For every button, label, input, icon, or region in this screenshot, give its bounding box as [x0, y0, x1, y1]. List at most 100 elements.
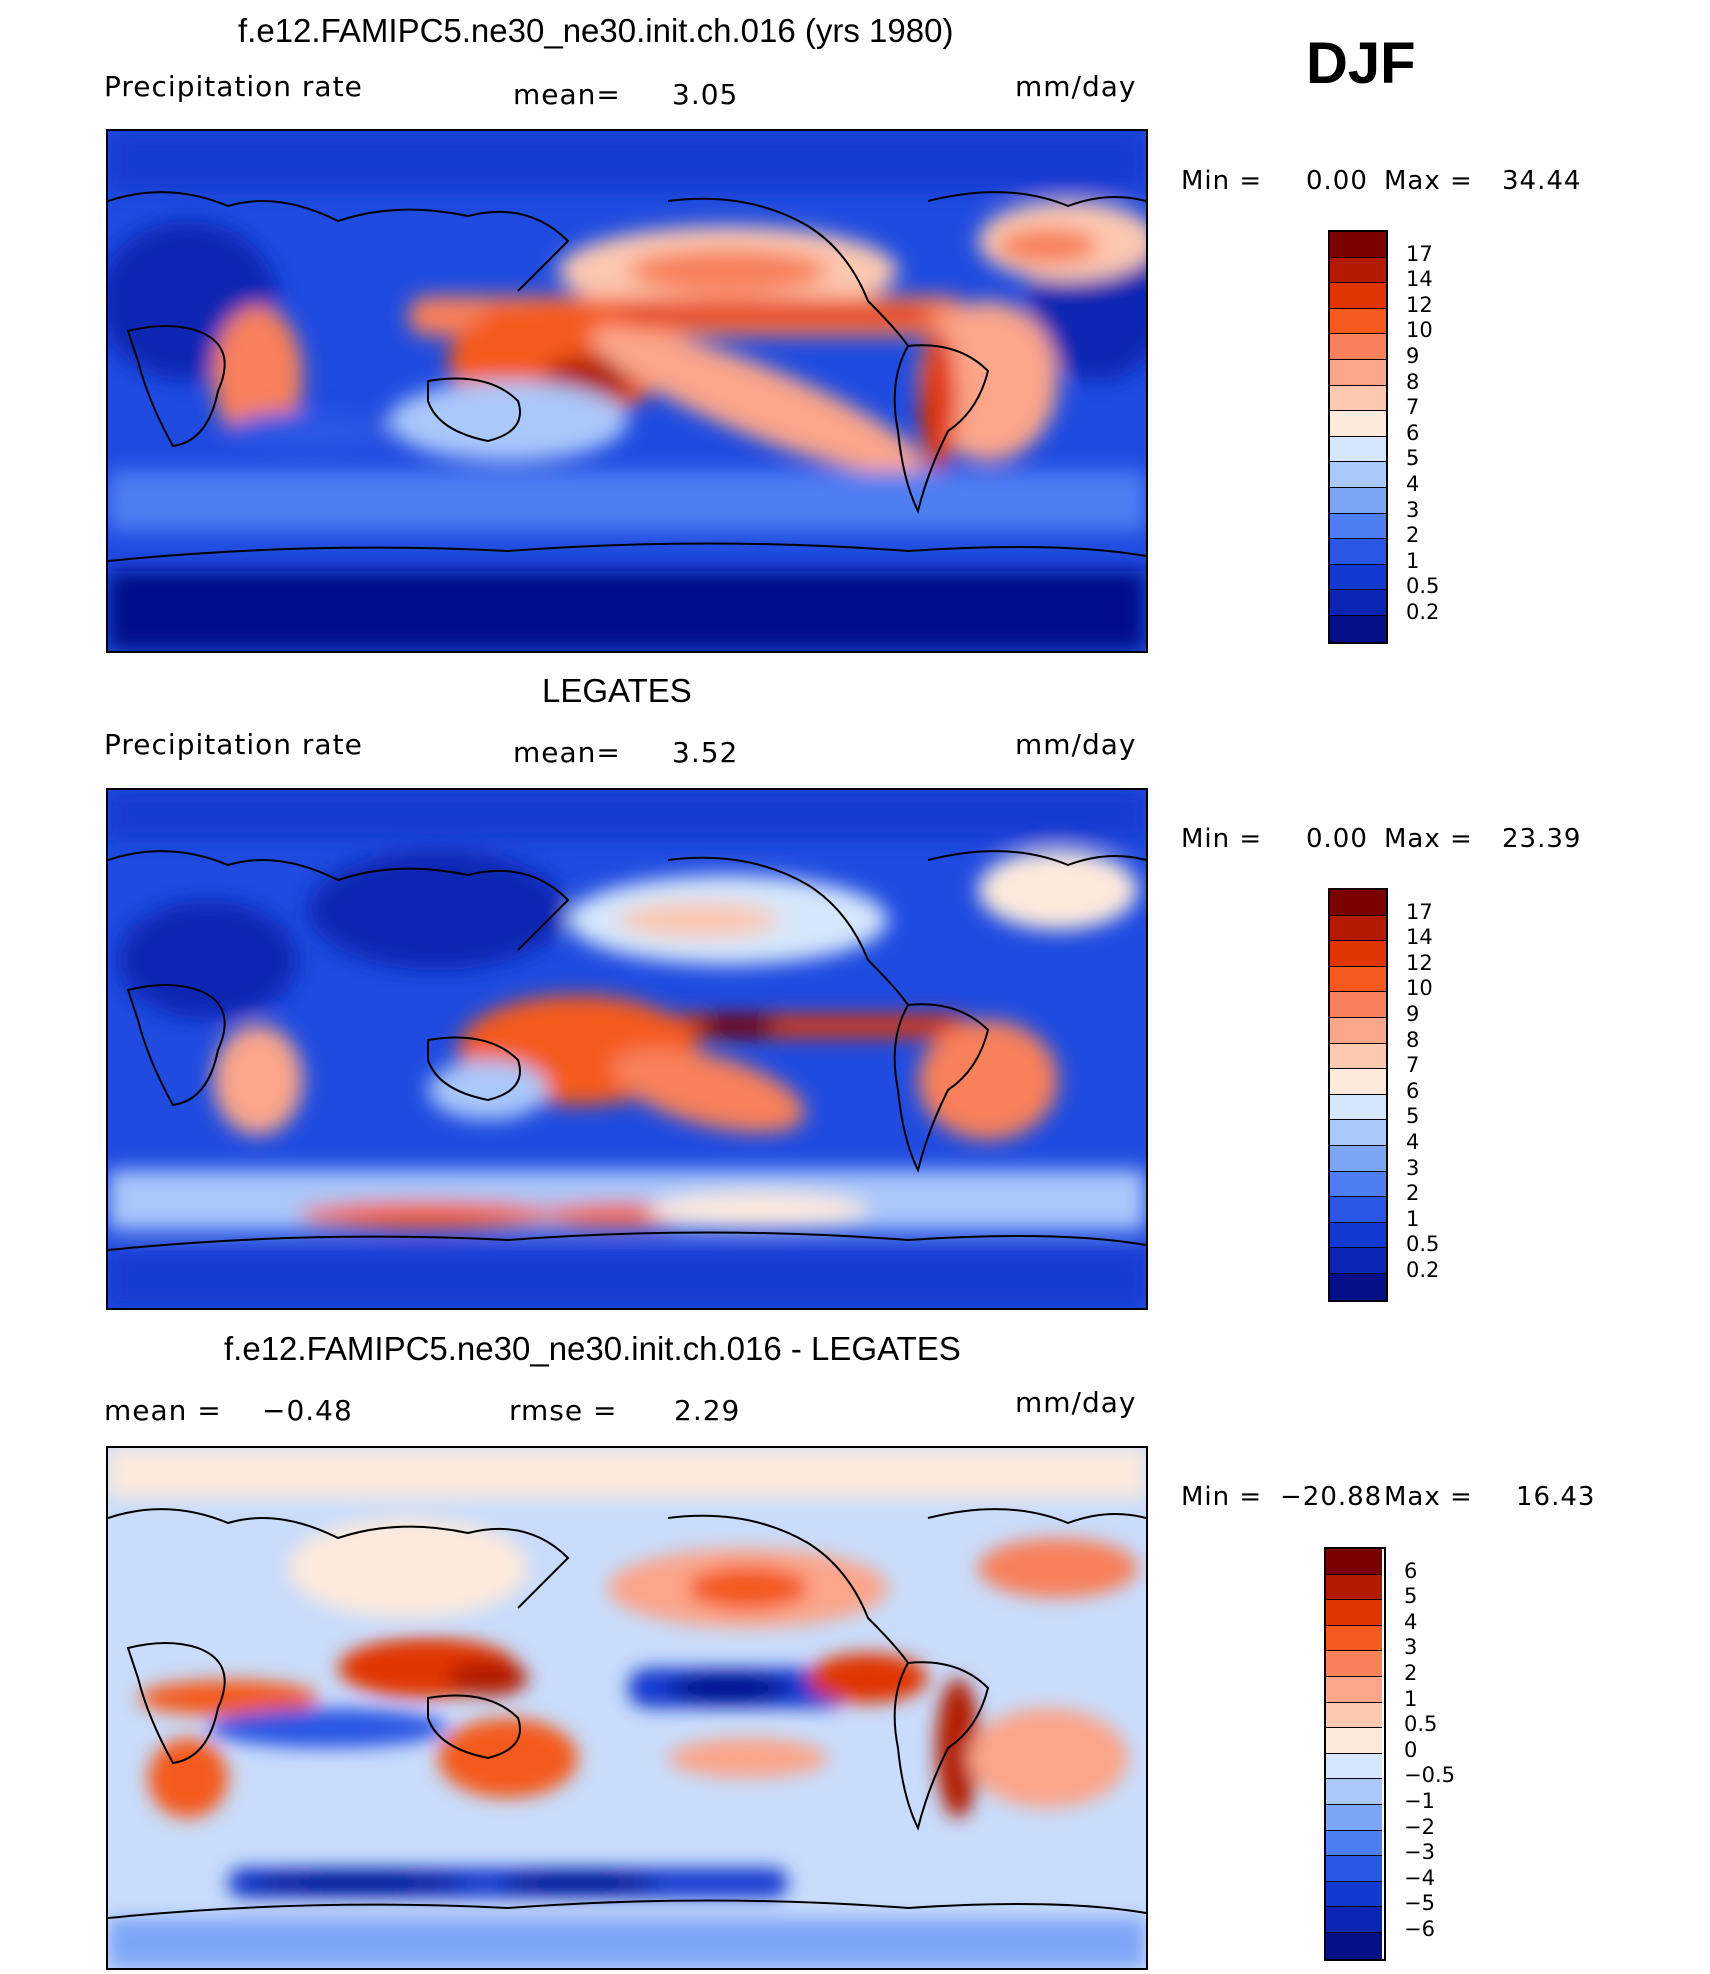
panel3-rmse-value: 2.29: [674, 1394, 741, 1427]
colorbar-level-label: −6: [1404, 1917, 1435, 1941]
panel1-mean-label: mean=: [513, 78, 621, 111]
colorbar-level-label: 14: [1406, 267, 1433, 292]
colorbar-swatch: [1330, 283, 1386, 309]
colorbar-level-label: 0.2: [1406, 1258, 1440, 1282]
colorbar-swatch: [1330, 359, 1386, 386]
colorbar-level-label: 4: [1406, 472, 1420, 496]
colorbar-level-label: −3: [1404, 1840, 1435, 1865]
colorbar-level-label: 9: [1406, 1002, 1420, 1026]
colorbar-level-label: 1: [1406, 548, 1420, 573]
colorbar-level-label: 6: [1406, 420, 1420, 445]
colorbar-level-label: 17: [1406, 899, 1433, 924]
panel2-variable-label: Precipitation rate: [104, 728, 363, 761]
colorbar-swatch: [1326, 1779, 1382, 1805]
colorbar-swatch: [1330, 462, 1386, 488]
colorbar-swatch: [1330, 1017, 1386, 1044]
panel3-max-label: Max =: [1384, 1482, 1473, 1512]
panel3-colorbar: [1324, 1547, 1386, 1961]
colorbar-level-label: 2: [1404, 1661, 1418, 1685]
colorbar-swatch: [1326, 1574, 1382, 1601]
colorbar-swatch: [1326, 1651, 1382, 1677]
panel3-title: f.e12.FAMIPC5.ne30_ne30.init.ch.016 - LE…: [224, 1330, 961, 1367]
colorbar-level-label: 7: [1406, 395, 1420, 420]
panel1-mean-value: 3.05: [672, 78, 739, 111]
colorbar-level-label: −4: [1404, 1865, 1435, 1890]
colorbar-level-label: 17: [1406, 241, 1433, 266]
panel3-mean-label: mean =: [104, 1394, 222, 1427]
panel3-max-value: 16.43: [1516, 1482, 1596, 1512]
colorbar-level-label: 0.5: [1406, 574, 1440, 599]
colorbar-swatch: [1330, 308, 1386, 335]
panel3-mean-value: −0.48: [262, 1394, 353, 1427]
colorbar-level-label: 4: [1404, 1609, 1418, 1634]
colorbar-level-label: 0.2: [1406, 600, 1440, 624]
colorbar-level-label: 5: [1406, 1104, 1420, 1129]
panel2-title: LEGATES: [542, 672, 692, 709]
panel1-min-value: 0.00: [1306, 166, 1368, 196]
colorbar-swatch: [1330, 615, 1386, 642]
panel3-min-label: Min =: [1181, 1482, 1263, 1512]
colorbar-swatch: [1326, 1881, 1382, 1908]
panel1-field: [108, 131, 1146, 651]
panel3-min-value: −20.88: [1280, 1482, 1383, 1512]
panel1-min-label: Min =: [1181, 166, 1263, 196]
panel1-coastlines: [108, 191, 1146, 562]
colorbar-swatch: [1326, 1856, 1382, 1882]
panel1-max-value: 34.44: [1502, 166, 1582, 196]
colorbar-swatch: [1330, 992, 1386, 1018]
colorbar-level-label: 0: [1404, 1737, 1418, 1762]
panel1-max-label: Max =: [1384, 166, 1473, 196]
colorbar-swatch: [1330, 1145, 1386, 1172]
panel3-units: mm/day: [1015, 1386, 1137, 1419]
colorbar-swatch: [1326, 1625, 1382, 1652]
panel2-max-value: 23.39: [1502, 824, 1582, 854]
panel2-coastlines: [108, 850, 1146, 1251]
colorbar-swatch: [1326, 1728, 1382, 1754]
colorbar-swatch: [1330, 1273, 1386, 1300]
colorbar-level-label: −2: [1404, 1814, 1435, 1839]
colorbar-swatch: [1326, 1702, 1382, 1729]
colorbar-swatch: [1330, 890, 1386, 916]
colorbar-swatch: [1326, 1804, 1382, 1831]
colorbar-swatch: [1330, 385, 1386, 412]
colorbar-swatch: [1330, 257, 1386, 284]
colorbar-level-label: 2: [1406, 1181, 1420, 1206]
panel2-mean-label: mean=: [513, 736, 621, 769]
colorbar-swatch: [1330, 1248, 1386, 1274]
season-label: DJF: [1306, 31, 1416, 96]
colorbar-swatch: [1330, 1197, 1386, 1223]
colorbar-level-label: 12: [1406, 292, 1433, 317]
colorbar-swatch: [1326, 1600, 1382, 1626]
colorbar-swatch: [1330, 411, 1386, 437]
panel2-field: [108, 790, 1146, 1308]
colorbar-level-label: 0.5: [1404, 1712, 1438, 1737]
panel2-min-value: 0.00: [1306, 824, 1368, 854]
colorbar-swatch: [1330, 1222, 1386, 1249]
colorbar-swatch: [1326, 1830, 1382, 1857]
colorbar-level-label: −0.5: [1404, 1763, 1455, 1788]
colorbar-swatch: [1330, 915, 1386, 942]
colorbar-swatch: [1330, 487, 1386, 514]
colorbar-swatch: [1330, 590, 1386, 616]
colorbar-level-label: 14: [1406, 925, 1433, 950]
panel2-mean-value: 3.52: [672, 736, 739, 769]
colorbar-level-label: 9: [1406, 344, 1420, 368]
colorbar-level-label: 8: [1406, 369, 1420, 394]
panel2-map: [106, 788, 1148, 1310]
panel1-map: [106, 129, 1148, 653]
colorbar-level-label: 10: [1406, 976, 1433, 1001]
panel1-variable-label: Precipitation rate: [104, 70, 363, 103]
colorbar-swatch: [1330, 1171, 1386, 1198]
colorbar-level-label: 1: [1406, 1206, 1420, 1231]
colorbar-swatch: [1326, 1549, 1382, 1575]
colorbar-level-label: 1: [1404, 1686, 1418, 1711]
colorbar-swatch: [1326, 1676, 1382, 1703]
colorbar-swatch: [1330, 1094, 1386, 1121]
colorbar-level-label: 5: [1406, 446, 1420, 471]
colorbar-swatch: [1330, 513, 1386, 540]
colorbar-level-label: −5: [1404, 1891, 1435, 1916]
colorbar-swatch: [1330, 564, 1386, 591]
colorbar-swatch: [1330, 1043, 1386, 1070]
panel2-max-label: Max =: [1384, 824, 1473, 854]
panel2-colorbar: [1328, 888, 1388, 1302]
